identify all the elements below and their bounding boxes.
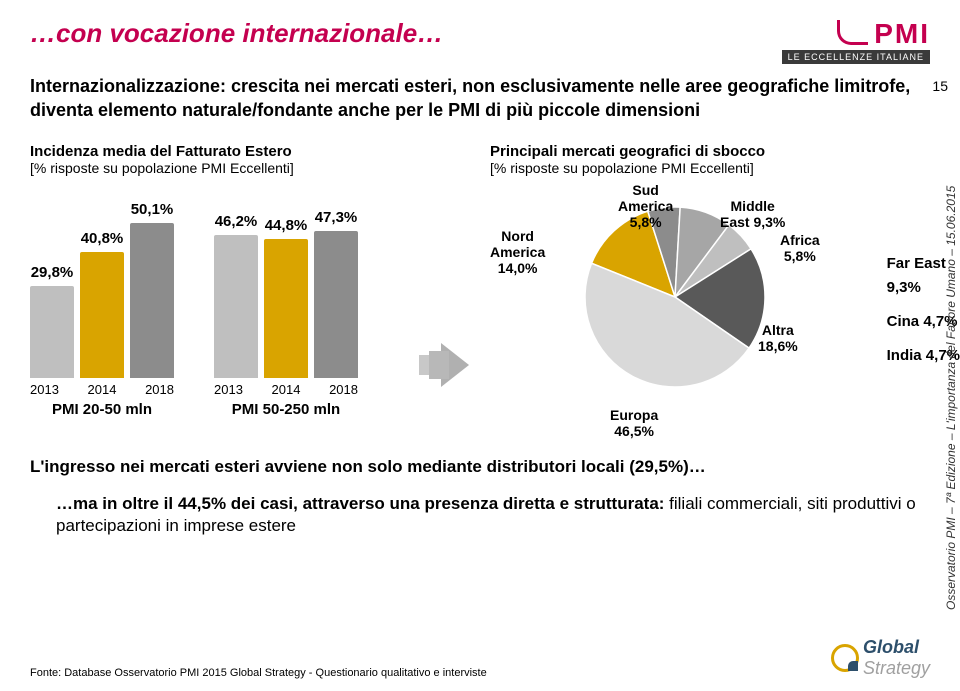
pie-slice-label: Africa5,8% bbox=[780, 232, 820, 264]
bar: 50,1% bbox=[130, 223, 174, 378]
bar-year-label: 2013 bbox=[30, 382, 59, 397]
bar: 47,3% bbox=[314, 231, 358, 377]
bar-chart-subtitle: [% risposte su popolazione PMI Eccellent… bbox=[30, 160, 420, 176]
bar: 29,8% bbox=[30, 286, 74, 378]
global-strategy-logo: Global Strategy bbox=[831, 637, 930, 679]
bar-value-label: 46,2% bbox=[214, 213, 258, 230]
bar-group: 29,8%40,8%50,1% bbox=[30, 208, 174, 378]
gs-text-b: Strategy bbox=[863, 658, 930, 678]
bar: 44,8% bbox=[264, 239, 308, 377]
subtitle: Internazionalizzazione: crescita nei mer… bbox=[30, 74, 930, 123]
gs-text-a: Global bbox=[863, 637, 919, 657]
pie-slice-label: Europa46,5% bbox=[610, 407, 658, 439]
logo-subtitle: LE ECCELLENZE ITALIANE bbox=[782, 50, 930, 64]
bar-group-label: PMI 20-50 mln bbox=[30, 401, 174, 418]
page-title: …con vocazione internazionale… bbox=[30, 18, 443, 49]
bar-value-label: 29,8% bbox=[30, 264, 74, 281]
body-text-1: L'ingresso nei mercati esteri avviene no… bbox=[30, 456, 930, 479]
bar-value-label: 50,1% bbox=[130, 201, 174, 218]
body-text-2: …ma in oltre il 44,5% dei casi, attraver… bbox=[56, 493, 930, 539]
pie-chart-title: Principali mercati geografici di sbocco bbox=[490, 143, 930, 160]
bar-year-label: 2018 bbox=[145, 382, 174, 397]
bar-value-label: 44,8% bbox=[264, 217, 308, 234]
pie-chart: Far East9,3%Cina 4,7%India 4,7% NordAmer… bbox=[490, 182, 930, 442]
body-text-2-lead: …ma in oltre il 44,5% dei casi, attraver… bbox=[56, 494, 669, 513]
pie-slice-label: Altra18,6% bbox=[758, 322, 798, 354]
bar: 40,8% bbox=[80, 252, 124, 378]
bar-chart-title: Incidenza media del Fatturato Estero bbox=[30, 143, 420, 160]
pie-slice-label: MiddleEast 9,3% bbox=[720, 198, 785, 230]
arrow-right-icon bbox=[441, 343, 469, 387]
gs-globe-icon bbox=[831, 644, 859, 672]
bar-year-label: 2014 bbox=[88, 382, 117, 397]
logo-text: PMI bbox=[874, 18, 930, 50]
bar-group: 46,2%44,8%47,3% bbox=[214, 208, 358, 378]
pie-slice-label: SudAmerica5,8% bbox=[618, 182, 673, 230]
page-number: 15 bbox=[932, 78, 948, 94]
bar-year-label: 2013 bbox=[214, 382, 243, 397]
bar-year-label: 2018 bbox=[329, 382, 358, 397]
pie-chart-subtitle: [% risposte su popolazione PMI Eccellent… bbox=[490, 160, 930, 176]
vertical-caption: Osservatorio PMI – 7ª Edizione – L'impor… bbox=[944, 150, 958, 610]
bar-group-label: PMI 50-250 mln bbox=[214, 401, 358, 418]
bar-chart: 29,8%40,8%50,1%46,2%44,8%47,3% 201320142… bbox=[30, 188, 410, 418]
pmi-logo: PMI LE ECCELLENZE ITALIANE bbox=[782, 18, 930, 64]
pie-slice-label: NordAmerica14,0% bbox=[490, 228, 545, 276]
bar: 46,2% bbox=[214, 235, 258, 378]
bar-value-label: 47,3% bbox=[314, 209, 358, 226]
bar-year-label: 2014 bbox=[272, 382, 301, 397]
source-note: Fonte: Database Osservatorio PMI 2015 Gl… bbox=[30, 667, 487, 679]
logo-swoosh-icon bbox=[837, 20, 868, 45]
bar-value-label: 40,8% bbox=[80, 230, 124, 247]
